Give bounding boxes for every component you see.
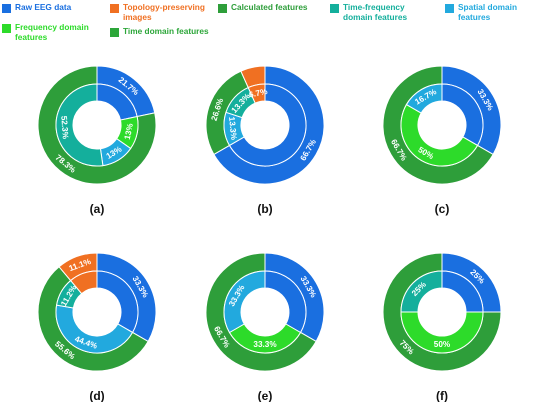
legend-swatch [110,4,119,13]
legend-item-topo: Topology-preserving images [110,2,205,22]
panel-label: (d) [89,389,104,402]
panel-label: (c) [435,202,450,216]
inner-slice-tf [55,83,104,167]
inner-slice-freq [400,103,479,167]
legend-item-raw: Raw EEG data [2,2,72,13]
legend-label: Time-frequency domain features [343,2,408,22]
legend-swatch [218,4,227,13]
legend-swatch [445,4,454,13]
inner-slice-spatial [405,83,443,114]
legend-label: Raw EEG data [15,2,72,12]
legend-label: Time domain features [123,26,209,36]
inner-slice-label: 33.3% [253,340,277,349]
inner-slice-label: 50% [434,340,451,349]
panel-label: (e) [258,389,273,402]
panel-label: (b) [257,202,272,216]
inner-slice-label: 6.7% [248,87,269,100]
donut-chart-3: 33.3%55.6%11.1%44.4%11.2%(d) [37,252,157,402]
legend-label: Spatial domain features [458,2,518,22]
inner-slice-topo [69,270,98,295]
inner-slice-spatial [223,270,266,334]
inner-slice-label: 52.3% [59,115,70,140]
legend-label: Calculated features [231,2,308,12]
panel-label: (f) [436,389,448,402]
inner-slice-freq [400,311,484,354]
inner-slice-label: 13% [123,122,135,141]
legend-item-freq: Frequency domain features [2,22,89,42]
legend-item-tf: Time-frequency domain features [330,2,408,22]
donut-chart-4: 33.3%66.7% 33.3%33.3%(e) [205,252,325,402]
donut-chart-0: 21.7%78.3%13%13%52.3%(a) [37,65,157,216]
donut-chart-1: 66.7%26.6%13.3%13.3%6.7%(b) [205,65,325,216]
legend-swatch [2,4,11,13]
legend-item-calc: Calculated features [218,2,308,13]
inner-slice-raw [228,83,307,167]
legend-swatch [330,4,339,13]
legend-label: Frequency domain features [15,22,89,42]
legend-swatch [110,28,119,37]
legend-label: Topology-preserving images [123,2,205,22]
legend-item-spatial: Spatial domain features [445,2,533,22]
legend: Raw EEG data Topology-preserving images Ca… [0,0,533,44]
donut-chart-2: 33.3%66.7% 50%16.7%(c) [382,65,502,216]
inner-slice-tf [400,270,443,313]
donut-chart-5: 25%75% 50%25%(f) [382,252,502,402]
panel-label: (a) [90,202,105,216]
legend-swatch [2,24,11,33]
inner-slice-topo [247,83,266,104]
inner-slice-label: 13.3% [227,116,238,141]
legend-item-time: Time domain features [110,26,209,37]
inner-slice-spatial [55,304,134,354]
